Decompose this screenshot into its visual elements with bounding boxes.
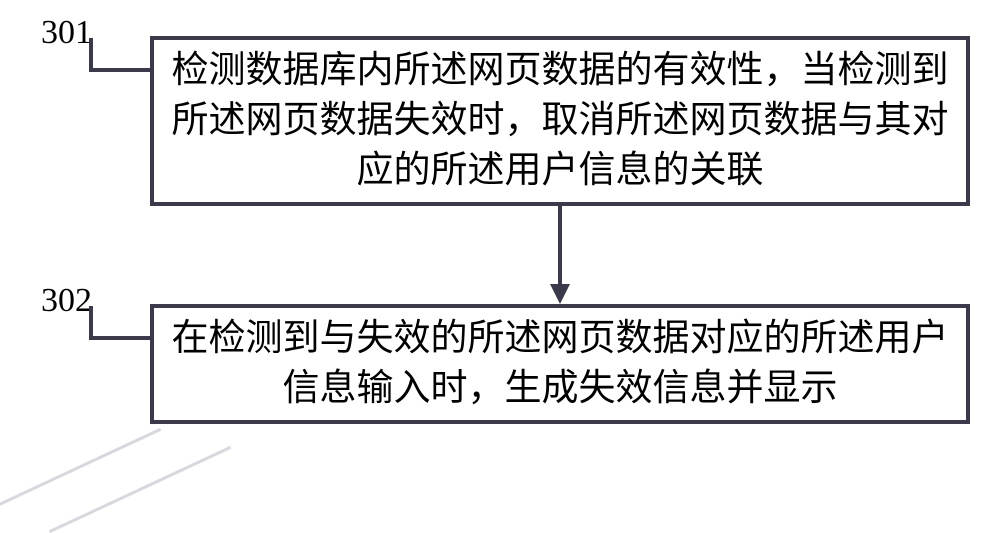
step-text-302: 在检测到与失效的所述网页数据对应的所述用户信息输入时，生成失效信息并显示 (168, 314, 952, 414)
step-box-302: 在检测到与失效的所述网页数据对应的所述用户信息输入时，生成失效信息并显示 (150, 304, 970, 424)
watermark-stroke (49, 446, 232, 533)
step-label-302: 302 (22, 282, 92, 320)
step-connector-301 (89, 38, 155, 72)
step-box-301: 检测数据库内所述网页数据的有效性，当检测到所述网页数据失效时，取消所述网页数据与… (150, 36, 970, 206)
flowchart-container: 301 检测数据库内所述网页数据的有效性，当检测到所述网页数据失效时，取消所述网… (0, 0, 1000, 502)
step-connector-302 (89, 306, 155, 340)
step-text-301: 检测数据库内所述网页数据的有效性，当检测到所述网页数据失效时，取消所述网页数据与… (168, 46, 952, 196)
watermark-stroke (0, 428, 161, 515)
step-label-301: 301 (22, 14, 92, 52)
arrow-301-to-302 (540, 206, 580, 304)
